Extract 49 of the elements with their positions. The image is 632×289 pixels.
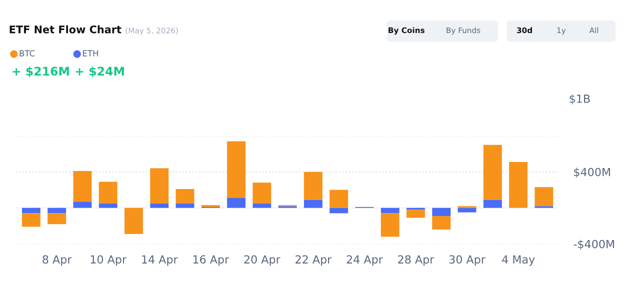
bar bbox=[534, 187, 554, 206]
legend-label: ETH bbox=[82, 50, 98, 56]
bar bbox=[150, 168, 169, 204]
x-tick-label: 24 Apr bbox=[346, 255, 383, 266]
bar bbox=[227, 198, 246, 208]
y-tick-label: -$400M bbox=[574, 240, 614, 250]
bar bbox=[304, 172, 322, 200]
x-tick-label: 16 Apr bbox=[193, 255, 230, 266]
bar bbox=[176, 188, 194, 204]
bar bbox=[252, 182, 272, 204]
bar bbox=[176, 203, 194, 208]
bar bbox=[304, 200, 322, 208]
bar bbox=[252, 203, 272, 208]
bar bbox=[48, 213, 66, 224]
bar bbox=[330, 190, 348, 208]
bar bbox=[380, 213, 400, 237]
text: + $216M bbox=[12, 66, 69, 78]
x-tick-label: 20 Apr bbox=[244, 255, 280, 266]
legend-label: BTC bbox=[20, 50, 35, 56]
bar bbox=[124, 208, 143, 234]
bar bbox=[98, 203, 118, 208]
bar bbox=[330, 208, 348, 214]
bar bbox=[458, 208, 476, 212]
bar bbox=[48, 208, 66, 214]
chart-title: ETF Net Flow Chart bbox=[10, 25, 122, 34]
bar bbox=[73, 202, 92, 208]
x-tick-label: 4 May bbox=[502, 255, 535, 266]
x-tick-label: 10 Apr bbox=[90, 255, 127, 266]
bar bbox=[483, 144, 502, 200]
text: + $24M bbox=[76, 66, 124, 78]
x-tick-label: 22 Apr bbox=[296, 255, 332, 266]
bar bbox=[98, 182, 118, 204]
bar bbox=[380, 208, 400, 214]
y-tick-label: $400M bbox=[574, 168, 610, 178]
bar bbox=[432, 216, 451, 230]
x-tick-label: 28 Apr bbox=[398, 255, 434, 266]
bar bbox=[406, 210, 425, 218]
text: $1B bbox=[570, 94, 590, 104]
x-tick-label: 8 Apr bbox=[42, 255, 72, 266]
x-tick-label: 14 Apr bbox=[142, 255, 178, 266]
bar bbox=[432, 208, 451, 216]
bar bbox=[509, 162, 528, 208]
bar bbox=[73, 170, 92, 202]
bar bbox=[22, 208, 40, 214]
bar bbox=[150, 203, 169, 208]
x-tick-label: 30 Apr bbox=[449, 255, 486, 266]
bar bbox=[227, 141, 246, 198]
bar bbox=[483, 200, 502, 208]
bar bbox=[22, 213, 40, 227]
